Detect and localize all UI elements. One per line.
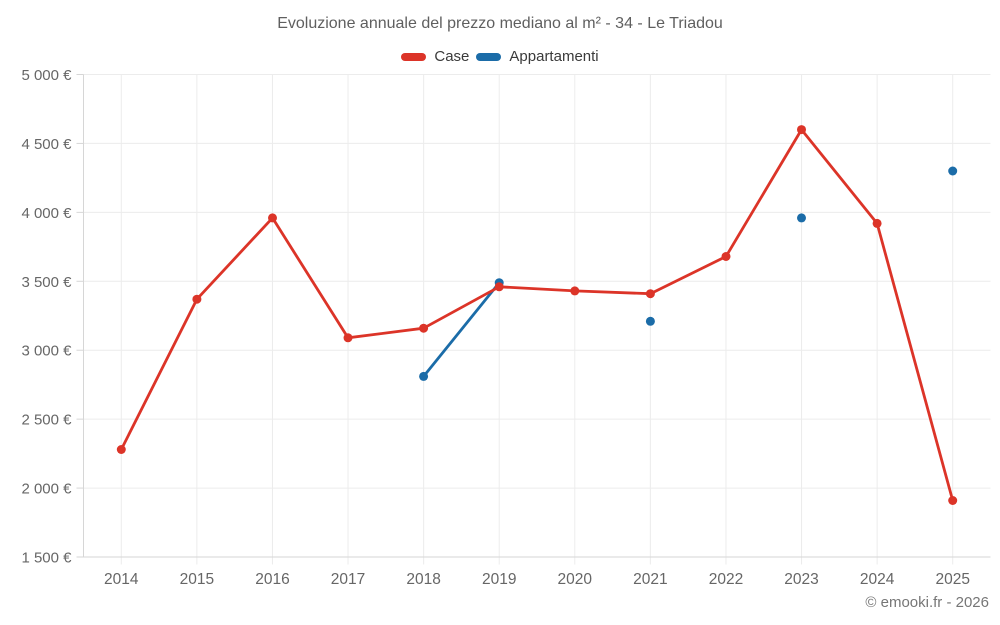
y-tick-label: 4 500 € — [21, 136, 72, 153]
y-tick-label: 4 000 € — [21, 205, 72, 222]
data-point-case-2019 — [494, 282, 504, 292]
data-point-appartamenti-2018 — [419, 371, 429, 381]
chart-legend: Case Appartamenti — [0, 48, 1000, 65]
data-point-case-2021 — [645, 289, 655, 299]
data-point-case-2018 — [419, 323, 429, 333]
data-point-case-2017 — [343, 333, 353, 343]
y-tick-label: 5 000 € — [21, 67, 72, 84]
data-point-case-2023 — [797, 125, 806, 135]
y-tick-label: 1 500 € — [21, 550, 72, 567]
legend-label-case: Case — [434, 48, 470, 65]
data-point-case-2025 — [948, 496, 958, 505]
x-tick-label: 2014 — [104, 571, 139, 588]
x-tick-label: 2019 — [482, 571, 516, 588]
data-point-case-2016 — [268, 213, 277, 223]
x-tick-label: 2020 — [558, 571, 593, 588]
legend-label-appartamenti: Appartamenti — [509, 48, 599, 65]
y-tick-label: 3 000 € — [21, 343, 72, 360]
data-point-appartamenti-2023 — [797, 213, 806, 223]
chart-title: Evoluzione annuale del prezzo mediano al… — [277, 15, 723, 32]
y-tick-label: 2 000 € — [21, 481, 72, 498]
data-point-case-2022 — [721, 252, 731, 261]
data-point-case-2020 — [570, 286, 580, 296]
legend-item-case[interactable]: Case — [401, 48, 469, 65]
x-tick-label: 2016 — [255, 571, 289, 588]
copyright-credit: © emooki.fr - 2026 — [865, 594, 989, 611]
x-tick-label: 2024 — [860, 571, 895, 588]
x-tick-label: 2023 — [784, 571, 818, 588]
series-line-case — [119, 128, 955, 502]
data-point-case-2014 — [116, 445, 126, 454]
legend-marker-case-icon — [401, 52, 427, 61]
x-tick-label: 2021 — [633, 571, 667, 588]
legend-item-appartamenti[interactable]: Appartamenti — [476, 48, 599, 65]
data-point-appartamenti-2021 — [645, 316, 655, 326]
x-tick-label: 2022 — [709, 571, 743, 588]
data-point-case-2015 — [192, 294, 202, 304]
data-point-case-2024 — [872, 218, 882, 228]
y-tick-label: 3 500 € — [21, 274, 72, 291]
y-tick-label: 2 500 € — [21, 412, 72, 429]
x-tick-label: 2025 — [935, 571, 969, 588]
x-tick-label: 2015 — [180, 571, 214, 588]
data-point-appartamenti-2025 — [948, 166, 958, 176]
x-tick-label: 2017 — [331, 571, 365, 588]
x-tick-label: 2018 — [406, 571, 440, 588]
legend-marker-appartamenti-icon — [476, 52, 502, 61]
